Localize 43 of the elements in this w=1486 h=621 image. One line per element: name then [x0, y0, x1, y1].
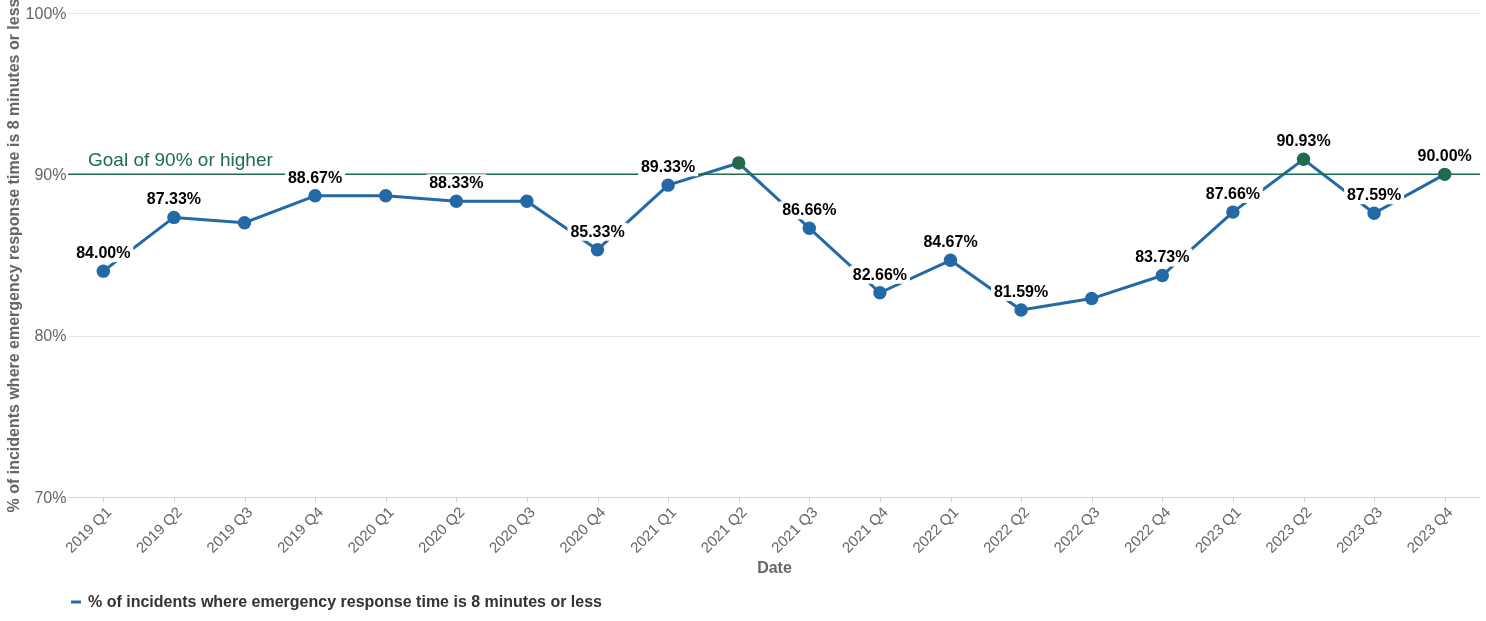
- point: [802, 221, 817, 235]
- data-label: 81.59%: [993, 283, 1049, 301]
- point: [378, 189, 393, 203]
- point: [520, 194, 534, 208]
- x-axis-title: Date: [757, 558, 792, 576]
- point: [731, 156, 746, 170]
- point: [1437, 167, 1452, 182]
- point: [1226, 205, 1240, 219]
- data-label: 84.67%: [923, 233, 978, 251]
- data-label: 85.33%: [570, 222, 625, 240]
- point: [943, 253, 958, 268]
- data-label: 89.33%: [640, 158, 696, 176]
- point: [661, 178, 675, 192]
- point: [308, 189, 322, 203]
- y-tick-label: 80%: [34, 327, 67, 345]
- data-label: 86.66%: [782, 201, 837, 219]
- y-tick-label: 90%: [34, 165, 67, 183]
- point: [1014, 303, 1028, 317]
- point: [1296, 152, 1311, 167]
- data-label: 90.93%: [1276, 132, 1331, 150]
- y-axis-title: % of incidents where emergency response time is 8 minutes or less: [4, 0, 22, 513]
- data-label: 87.33%: [146, 190, 202, 208]
- point: [96, 264, 111, 278]
- data-label: 90.00%: [1417, 147, 1472, 165]
- data-label: 88.33%: [429, 174, 484, 192]
- data-label: 87.66%: [1205, 185, 1261, 203]
- data-label: 83.73%: [1135, 248, 1190, 266]
- point: [237, 216, 252, 230]
- point: [449, 194, 464, 208]
- data-label: 87.59%: [1346, 186, 1402, 204]
- data-label: 88.67%: [287, 168, 343, 186]
- point: [873, 286, 887, 300]
- ref-line-label: Goal of 90% or higher: [88, 149, 274, 171]
- data-label: 84.00%: [76, 244, 131, 262]
- legend-label: % of incidents where emergency response time is 8 minutes or less: [88, 593, 603, 610]
- point: [590, 242, 605, 257]
- point: [1084, 291, 1099, 306]
- y-tick-label: 100%: [25, 4, 67, 22]
- point: [1367, 206, 1381, 220]
- point: [1155, 268, 1170, 283]
- data-label: 82.66%: [852, 265, 908, 283]
- y-tick-label: 70%: [34, 488, 67, 506]
- point: [167, 210, 181, 225]
